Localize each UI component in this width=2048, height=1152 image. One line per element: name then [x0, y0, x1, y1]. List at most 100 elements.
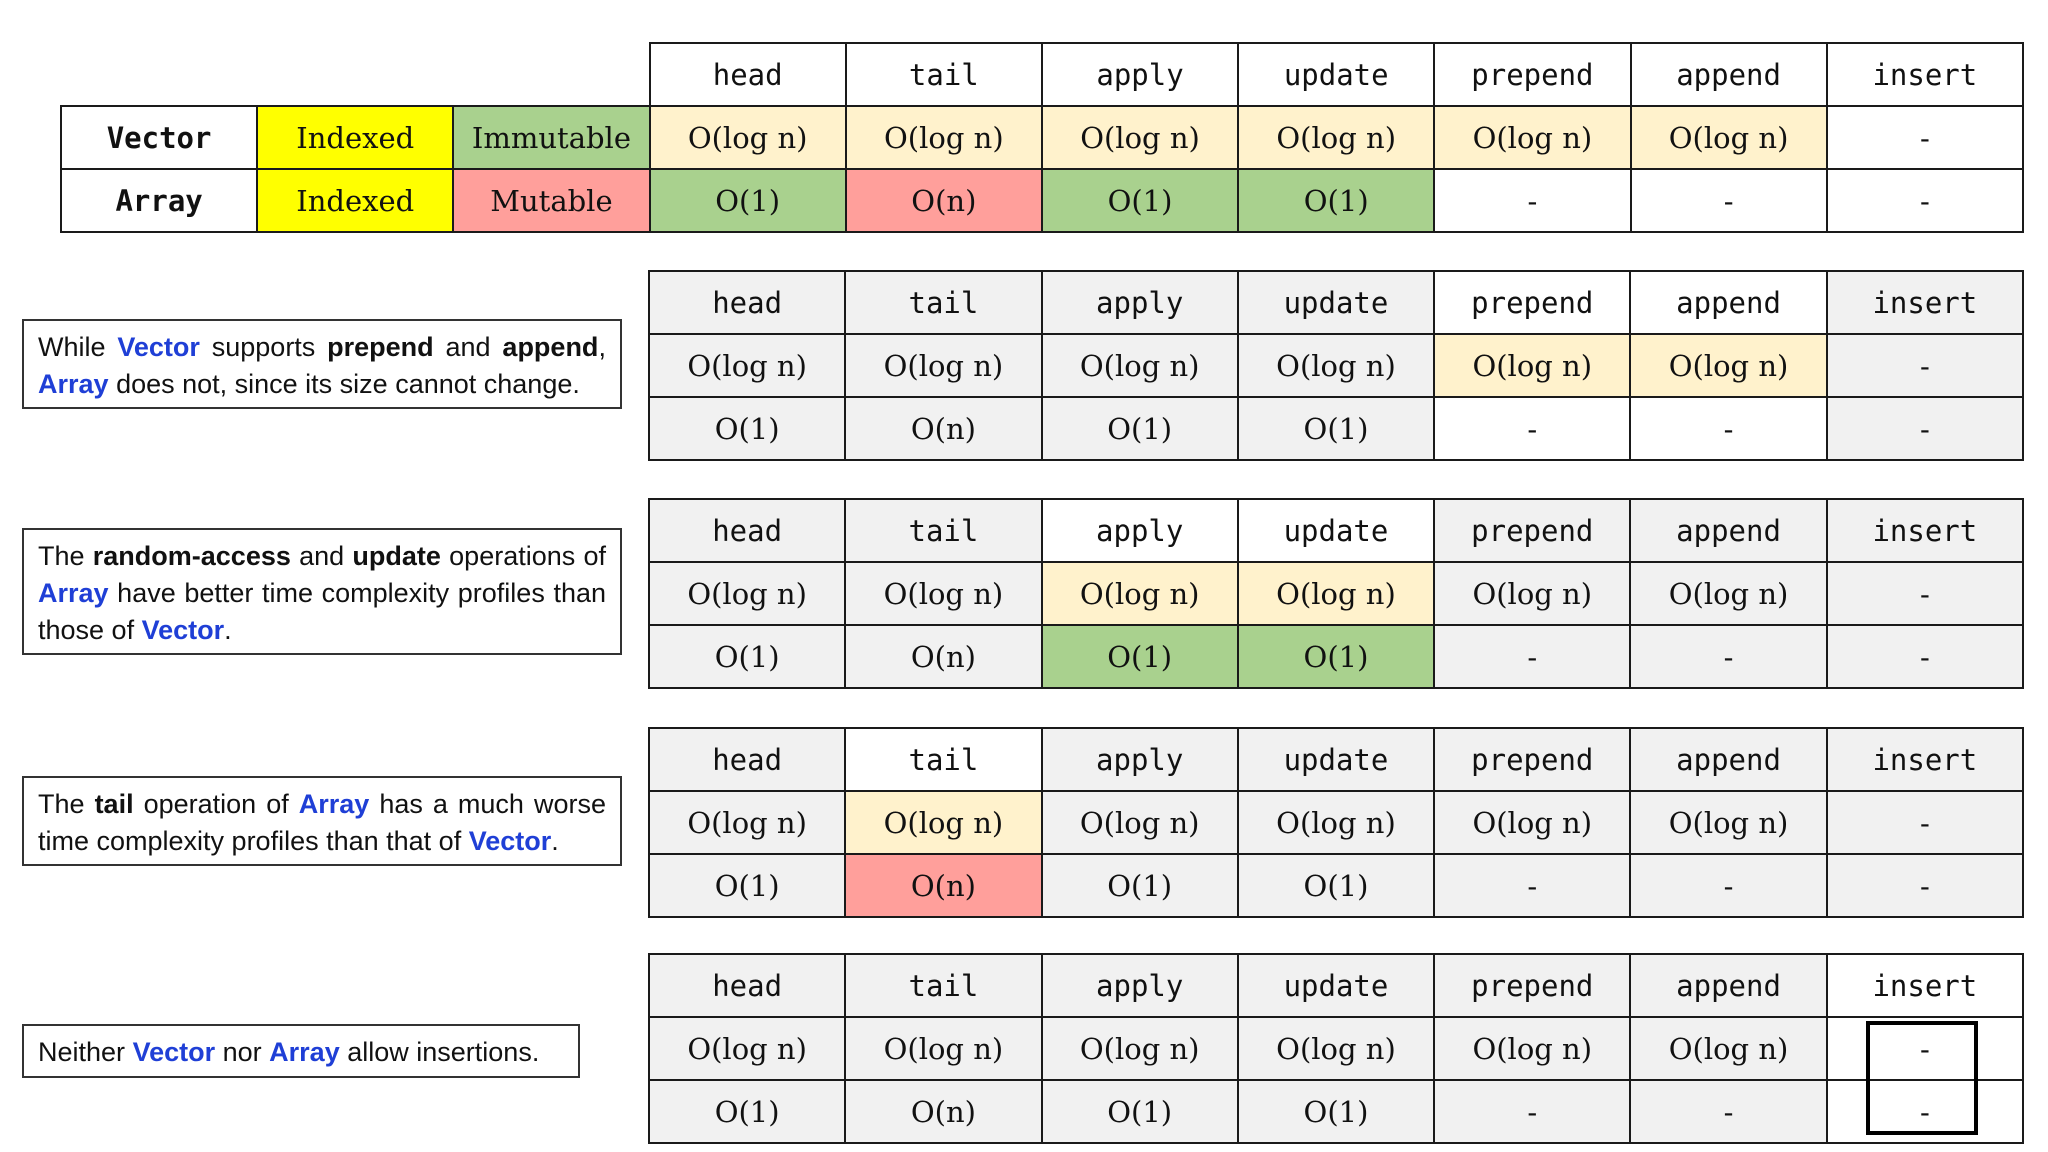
vector-keyword: Vector — [132, 1037, 216, 1067]
vector-head-cell: O(log n) — [647, 333, 847, 398]
vector-append-cell: O(log n) — [1629, 105, 1828, 170]
op-header-prepend: prepend — [1433, 270, 1632, 335]
vector-insert-cell: - — [1825, 333, 2025, 398]
row-label-vector: Vector — [59, 105, 259, 170]
array-keyword: Array — [38, 369, 109, 399]
op-header-update: update — [1236, 270, 1436, 335]
vector-mutability: Immutable — [452, 105, 651, 170]
array-append-cell: - — [1629, 624, 1828, 689]
vector-insert-cell: - — [1825, 105, 2025, 170]
note-text: does not, since its size cannot change. — [116, 369, 580, 399]
op-header-apply: apply — [1040, 270, 1239, 335]
op-header-prepend: prepend — [1433, 953, 1632, 1018]
array-update-cell: O(1) — [1237, 168, 1436, 233]
vector-row: O(log n) O(log n) O(log n) O(log n) O(lo… — [647, 561, 2025, 626]
array-keyword: Array — [38, 578, 109, 608]
vector-update-cell: O(log n) — [1236, 561, 1436, 626]
op-header-insert: insert — [1825, 498, 2025, 563]
array-row: O(1) O(n) O(1) O(1) - - - — [647, 624, 2025, 689]
op-header-append: append — [1629, 42, 1828, 107]
array-apply-cell: O(1) — [1040, 396, 1239, 461]
array-row: O(1) O(n) O(1) O(1) - - - — [647, 396, 2025, 461]
note-prepend-append: While Vector supports prepend and append… — [22, 319, 622, 409]
array-tail-cell: O(n) — [844, 396, 1043, 461]
array-prepend-cell: - — [1433, 853, 1632, 918]
table-tail: head tail apply update prepend append in… — [647, 727, 2025, 918]
op-header-insert: insert — [1825, 42, 2025, 107]
prepend-keyword: prepend — [327, 332, 434, 362]
tail-keyword: tail — [94, 789, 134, 819]
vector-prepend-cell: O(log n) — [1433, 1016, 1632, 1081]
op-header-head: head — [647, 727, 847, 792]
array-append-cell: - — [1629, 396, 1828, 461]
array-tail-cell: O(n) — [844, 853, 1043, 918]
array-update-cell: O(1) — [1236, 853, 1436, 918]
vector-tail-cell: O(log n) — [844, 561, 1043, 626]
op-header-update: update — [1236, 498, 1436, 563]
vector-head-cell: O(log n) — [648, 105, 847, 170]
op-header-tail: tail — [844, 42, 1043, 107]
op-header-tail: tail — [844, 270, 1043, 335]
note-text: nor — [222, 1037, 262, 1067]
note-random-access: The random-access and update operations … — [22, 528, 622, 655]
blank-cell — [257, 43, 453, 106]
note-text: supports — [211, 332, 316, 362]
array-kind: Indexed — [256, 168, 455, 233]
vector-prepend-cell: O(log n) — [1433, 105, 1632, 170]
op-header-apply: apply — [1040, 727, 1239, 792]
vector-apply-cell: O(log n) — [1040, 1016, 1239, 1081]
blank-cell — [61, 43, 257, 106]
header-row: head tail apply update prepend append in… — [647, 270, 2025, 335]
array-apply-cell: O(1) — [1040, 624, 1239, 689]
vector-update-cell: O(log n) — [1236, 333, 1436, 398]
vector-append-cell: O(log n) — [1629, 561, 1828, 626]
array-row: O(1) O(n) O(1) O(1) - - - — [647, 853, 2025, 918]
vector-keyword: Vector — [141, 615, 225, 645]
vector-update-cell: O(log n) — [1236, 1016, 1436, 1081]
array-row: O(1) O(n) O(1) O(1) - - - — [647, 1079, 2025, 1144]
array-update-cell: O(1) — [1236, 624, 1436, 689]
vector-row: O(log n) O(log n) O(log n) O(log n) O(lo… — [647, 333, 2025, 398]
vector-update-cell: O(log n) — [1236, 790, 1436, 855]
note-text: The — [38, 541, 85, 571]
array-head-cell: O(1) — [647, 1079, 847, 1144]
op-header-prepend: prepend — [1433, 42, 1632, 107]
vector-apply-cell: O(log n) — [1040, 790, 1239, 855]
array-append-cell: - — [1629, 168, 1828, 233]
main-comparison-table: head tail apply update prepend append in… — [59, 42, 2025, 233]
vector-row: O(log n) O(log n) O(log n) O(log n) O(lo… — [647, 1016, 2025, 1081]
vector-tail-cell: O(log n) — [844, 1016, 1043, 1081]
vector-kind: Indexed — [256, 105, 455, 170]
note-text: . — [224, 615, 232, 645]
vector-keyword: Vector — [117, 332, 200, 362]
note-tail: The tail operation of Array has a much w… — [22, 776, 622, 866]
vector-append-cell: O(log n) — [1629, 790, 1828, 855]
vector-update-cell: O(log n) — [1237, 105, 1436, 170]
op-header-insert: insert — [1825, 727, 2025, 792]
op-header-update: update — [1237, 42, 1436, 107]
array-prepend-cell: - — [1433, 396, 1632, 461]
array-apply-cell: O(1) — [1040, 168, 1240, 233]
vector-insert-cell: - — [1825, 1016, 2025, 1081]
op-header-insert: insert — [1825, 270, 2025, 335]
note-text: allow insertions. — [347, 1037, 540, 1067]
vector-head-cell: O(log n) — [647, 790, 847, 855]
op-header-tail: tail — [844, 953, 1043, 1018]
vector-row: Vector Indexed Immutable O(log n) O(log … — [59, 105, 2025, 170]
row-label-array: Array — [59, 168, 259, 233]
append-keyword: append — [502, 332, 599, 362]
vector-tail-cell: O(log n) — [844, 333, 1043, 398]
vector-apply-cell: O(log n) — [1040, 561, 1239, 626]
header-row: head tail apply update prepend append in… — [61, 42, 2025, 107]
op-header-head: head — [648, 42, 847, 107]
note-text: , — [598, 332, 606, 362]
array-apply-cell: O(1) — [1040, 853, 1239, 918]
vector-prepend-cell: O(log n) — [1433, 790, 1632, 855]
op-header-head: head — [647, 953, 847, 1018]
array-head-cell: O(1) — [647, 624, 847, 689]
vector-append-cell: O(log n) — [1629, 333, 1828, 398]
vector-tail-cell: O(log n) — [844, 790, 1043, 855]
array-insert-cell: - — [1825, 1079, 2025, 1144]
vector-apply-cell: O(log n) — [1040, 105, 1240, 170]
op-header-tail: tail — [844, 498, 1043, 563]
